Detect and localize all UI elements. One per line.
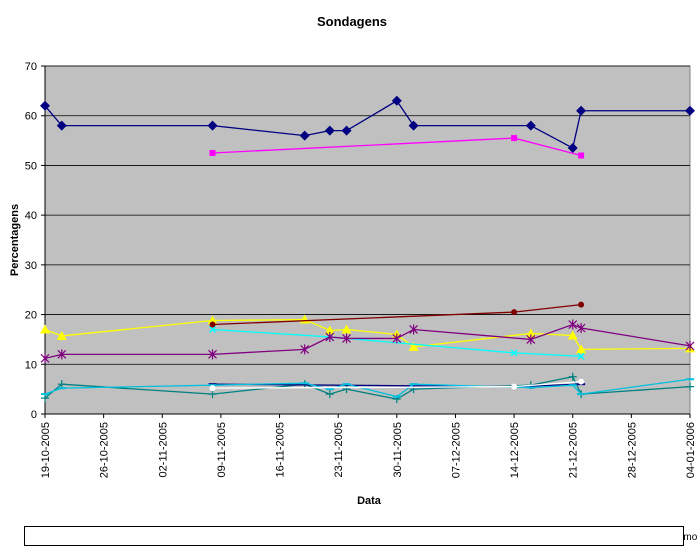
data-point [686,382,694,391]
x-tick-label: 07-12-2005 [450,422,462,478]
data-point [207,315,218,325]
data-point [324,125,335,136]
series-0 [40,95,695,154]
x-tick-label: 21-12-2005 [568,422,580,478]
data-point [578,301,585,308]
y-tick-label: 40 [25,210,37,222]
data-point [208,349,217,360]
data-point [324,325,335,335]
data-point [209,150,216,156]
chart-title: Sondagens [317,14,387,29]
data-point [409,324,418,335]
data-point [56,330,67,340]
y-tick-label: 70 [25,61,37,73]
x-tick-label: 19-10-2005 [40,422,52,478]
series-1 [209,135,585,159]
x-tick-label: 23-11-2005 [333,422,345,477]
data-point [300,344,310,355]
data-point [40,100,50,111]
data-point [341,125,352,136]
data-point [57,380,66,389]
data-point [567,143,578,154]
plot-area [44,65,691,415]
data-point [685,105,695,116]
series-line [44,99,690,150]
data-point [578,152,585,159]
series-4 [40,319,695,364]
y-tick-label: 0 [31,409,37,421]
data-point [325,331,335,342]
series-line [44,375,691,400]
series-line [212,328,582,357]
legend-frame [24,526,684,546]
data-point [567,330,578,340]
y-tick-label: 30 [25,260,37,272]
data-point [207,120,218,131]
y-tick-label: 60 [25,111,37,123]
data-point [685,340,695,351]
series-line [44,378,691,398]
data-point [511,383,518,390]
data-point [511,309,518,316]
data-point [576,322,586,333]
data-point [526,334,536,345]
data-point [576,344,587,354]
data-point [40,353,50,364]
data-point [209,321,216,328]
x-tick-label: 26-10-2005 [99,422,111,478]
data-point [209,325,217,334]
data-point [511,135,518,142]
data-point [392,333,402,344]
x-tick-label: 02-11-2005 [157,422,169,477]
series-5 [209,301,585,328]
data-point [208,390,217,399]
data-point [578,378,585,385]
x-tick-label: 28-12-2005 [626,422,638,478]
data-point [342,385,351,394]
data-point [568,319,578,330]
data-point [391,95,402,106]
data-point [577,352,585,360]
x-tick-label: 09-11-2005 [216,422,228,477]
data-point [341,324,352,334]
data-point [525,328,536,338]
data-point [299,130,310,141]
data-point [209,385,216,392]
series-9 [209,378,585,392]
data-point [510,349,518,357]
data-point [40,324,50,334]
series-8 [41,378,694,398]
x-tick-label: 14-12-2005 [509,422,521,478]
y-tick-label: 50 [25,160,37,172]
x-tick-label: 04-01-2006 [685,422,697,478]
data-point [342,333,351,344]
data-point [408,341,419,351]
data-point [408,120,419,131]
x-tick-label: 30-11-2005 [392,422,404,477]
y-tick-label: 10 [25,359,37,371]
data-point [56,120,67,131]
data-point [57,349,67,360]
x-axis-label: Data [357,495,382,507]
y-tick-label: 20 [25,310,37,322]
data-point [576,105,587,116]
x-tick-label: 16-11-2005 [275,422,287,477]
data-point [41,394,49,403]
data-point [325,390,334,399]
y-axis-label: Percentagens [9,204,21,276]
data-point [525,120,536,131]
data-point [568,372,577,381]
